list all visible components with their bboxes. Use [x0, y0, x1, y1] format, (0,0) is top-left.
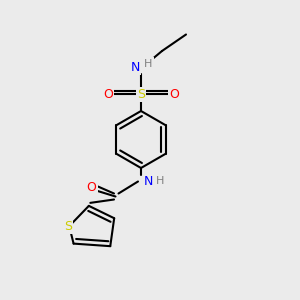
- Text: N: N: [130, 61, 140, 74]
- Text: O: O: [103, 88, 113, 101]
- Text: H: H: [144, 58, 153, 69]
- Text: O: O: [169, 88, 179, 101]
- Text: N: N: [144, 175, 153, 188]
- Text: H: H: [155, 176, 164, 187]
- Text: S: S: [137, 88, 145, 101]
- Text: O: O: [87, 181, 96, 194]
- Text: S: S: [64, 220, 72, 233]
